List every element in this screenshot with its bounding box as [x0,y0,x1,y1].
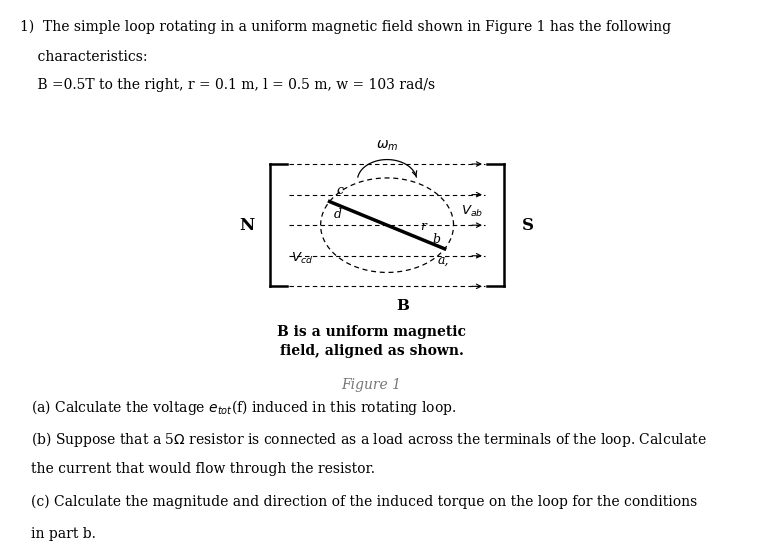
Text: (a) Calculate the voltage $e_{tot}$(f) induced in this rotating loop.: (a) Calculate the voltage $e_{tot}$(f) i… [31,398,457,416]
Text: $V_{cd}$: $V_{cd}$ [291,251,313,266]
Text: the current that would flow through the resistor.: the current that would flow through the … [31,462,375,476]
Text: characteristics:: characteristics: [20,50,147,64]
Text: N: N [239,217,254,234]
Text: $V_{ab}$: $V_{ab}$ [461,203,483,219]
Text: S: S [522,217,534,234]
Text: B =0.5T to the right, r = 0.1 m, l = 0.5 m, w = 103 rad/s: B =0.5T to the right, r = 0.1 m, l = 0.5… [20,78,435,92]
Text: (b) Suppose that a 5$\Omega$ resistor is connected as a load across the terminal: (b) Suppose that a 5$\Omega$ resistor is… [31,430,707,449]
Text: B: B [396,299,409,312]
Text: (c) Calculate the magnitude and direction of the induced torque on the loop for : (c) Calculate the magnitude and directio… [31,494,698,509]
Text: r: r [420,221,425,234]
Text: a,: a, [438,254,450,267]
Text: $\omega_m$: $\omega_m$ [376,138,398,153]
Text: 1)  The simple loop rotating in a uniform magnetic field shown in Figure 1 has t: 1) The simple loop rotating in a uniform… [20,19,671,34]
Text: B is a uniform magnetic
field, aligned as shown.: B is a uniform magnetic field, aligned a… [277,325,466,358]
Text: in part b.: in part b. [31,527,96,540]
Text: b: b [432,233,441,246]
Text: d: d [333,208,342,221]
Text: Figure 1: Figure 1 [342,378,401,392]
Text: c: c [336,184,343,197]
